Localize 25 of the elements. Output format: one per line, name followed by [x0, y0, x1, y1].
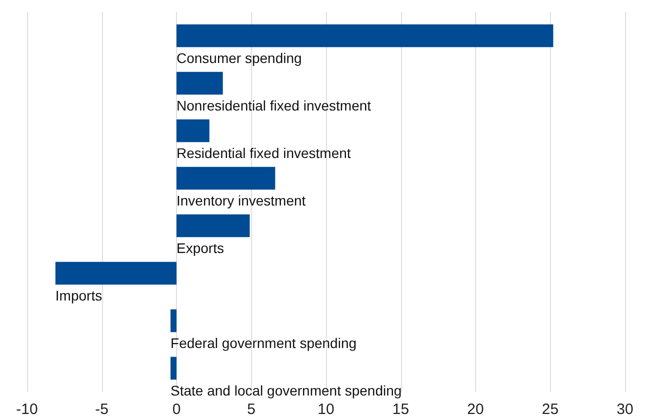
x-tick-label: 20 [467, 401, 484, 418]
y-tick-label: Nonresidential fixed investment [176, 98, 372, 114]
x-tick-label: 30 [616, 401, 634, 418]
y-tick-label: Imports [55, 288, 102, 304]
x-tick-label: 0 [172, 401, 181, 418]
x-tick-label: 5 [247, 401, 256, 418]
x-tick-label: 10 [318, 401, 334, 418]
y-tick-label: Inventory investment [176, 192, 306, 209]
x-tick-label: 25 [542, 401, 559, 418]
y-tick-label: Residential fixed investment [176, 145, 351, 162]
y-tick-label: Exports [176, 240, 224, 256]
bar [170, 309, 176, 332]
x-tick-label: -10 [16, 401, 38, 418]
x-tick-label: 15 [392, 401, 410, 418]
y-tick-label: Consumer spending [176, 50, 302, 66]
bar [176, 214, 250, 238]
bar [176, 24, 554, 48]
bar [176, 166, 276, 190]
bar [176, 119, 210, 142]
y-tick-label: State and local government spending [170, 382, 402, 399]
bar [170, 356, 176, 380]
x-tick-label: -5 [95, 401, 108, 418]
bar [55, 262, 176, 285]
y-tick-label: Federal government spending [170, 335, 357, 352]
bar [176, 72, 223, 95]
